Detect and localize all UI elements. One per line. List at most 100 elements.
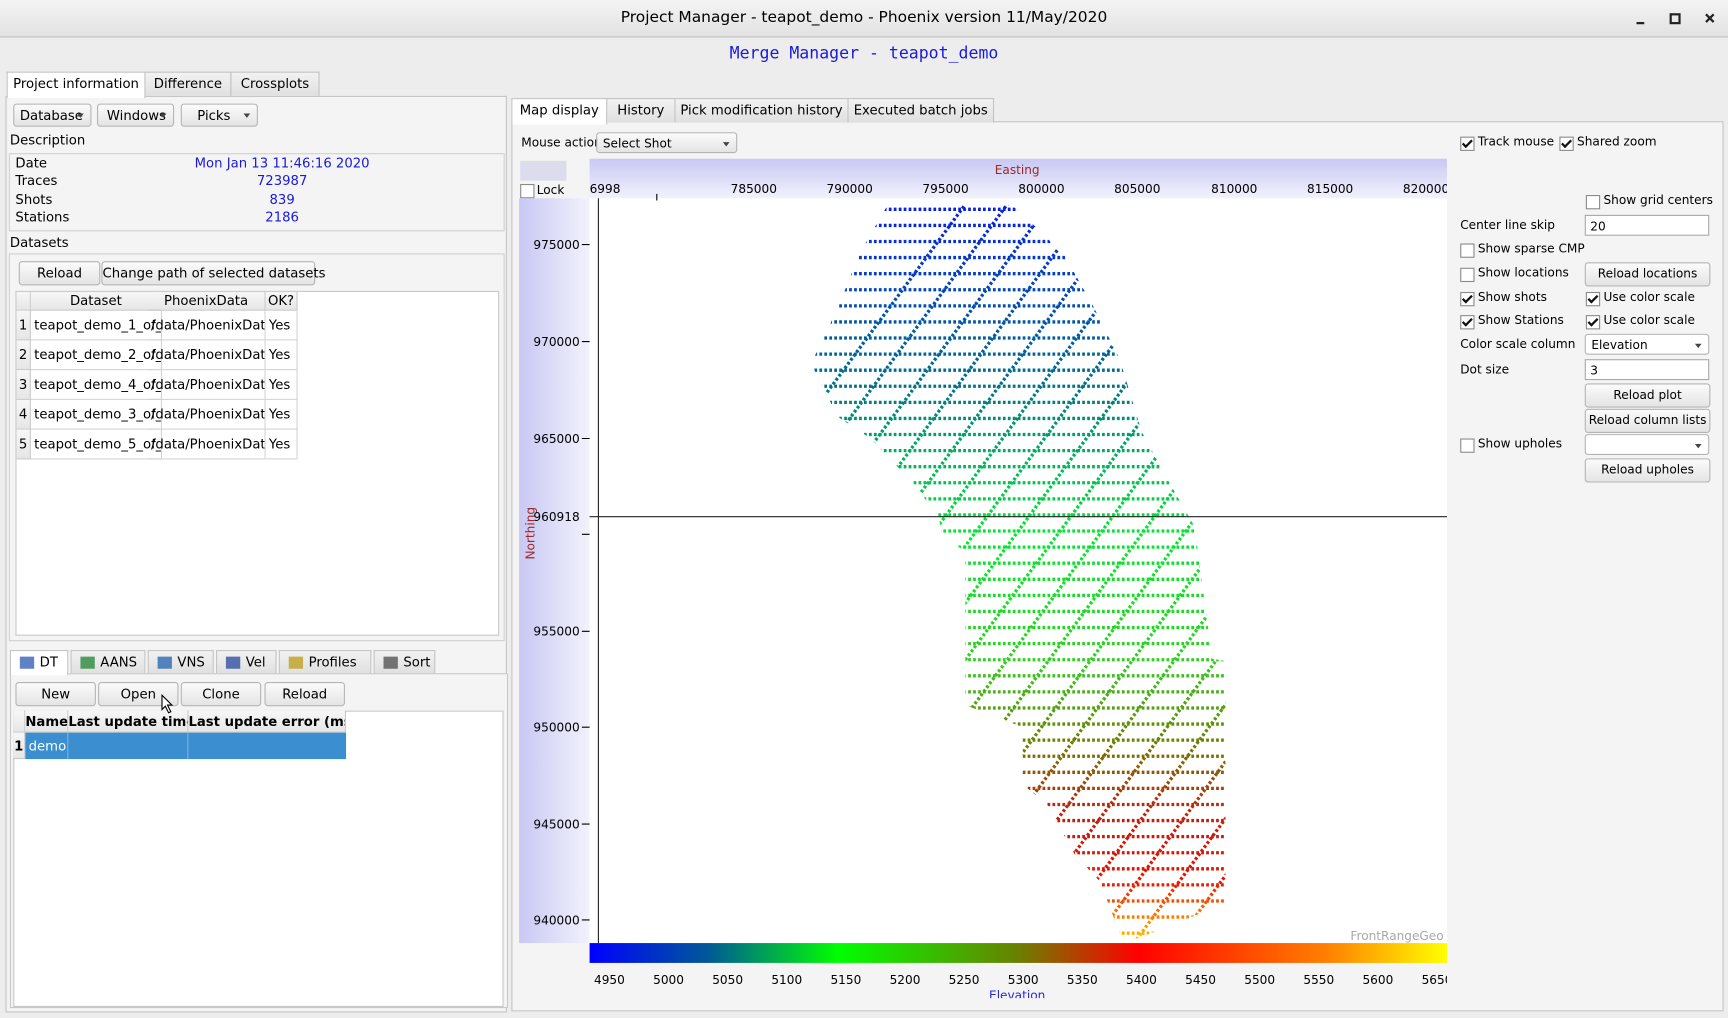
colorbar-tick-label: 5650	[1422, 973, 1447, 987]
cell[interactable]: teapot_demo_4_of_5	[30, 370, 162, 400]
checkbox[interactable]	[1585, 195, 1601, 210]
colorbar-tick-label: 5150	[830, 973, 861, 987]
label: Dot size	[1460, 362, 1510, 377]
cell[interactable]: Yes	[265, 340, 298, 371]
checkbox[interactable]	[1585, 315, 1601, 330]
label: Mouse action	[521, 135, 602, 150]
tab-icon	[157, 656, 172, 669]
window-controls[interactable]	[1629, 9, 1717, 29]
menu[interactable]: Database	[13, 103, 92, 127]
menu[interactable]: Picks	[180, 103, 258, 127]
colorbar-tick-label: 5300	[1008, 973, 1039, 987]
checkbox[interactable]	[1460, 136, 1475, 151]
input[interactable]: 20	[1584, 214, 1710, 236]
mouse-action[interactable]: Select Shot	[596, 132, 738, 154]
x-axis-label: Easting	[995, 163, 1040, 177]
tab[interactable]: Crossplots	[230, 71, 320, 96]
checkbox[interactable]	[1460, 438, 1475, 453]
desc-value: 839	[269, 191, 295, 208]
button[interactable]: Reload upholes	[1584, 458, 1711, 483]
colorbar-tick-label: 5600	[1362, 973, 1393, 987]
colorbar-tick-label: 5200	[890, 973, 921, 987]
checkbox[interactable]	[1559, 136, 1574, 151]
cell[interactable]: /data/PhoenixData	[147, 429, 266, 460]
cell[interactable]: demo	[25, 732, 69, 760]
tab[interactable]: Project information	[6, 71, 146, 99]
row-header: 1	[16, 310, 31, 341]
tab[interactable]: VNS	[147, 650, 214, 674]
tab[interactable]: DT	[9, 650, 69, 676]
cell[interactable]: teapot_demo_5_of_5	[30, 429, 162, 460]
row-header: 3	[16, 370, 31, 400]
cell[interactable]: /data/PhoenixData	[147, 340, 266, 371]
button[interactable]: Reload	[18, 261, 101, 286]
tab[interactable]: Executed batch jobs	[847, 98, 995, 123]
cell[interactable]: /data/PhoenixData	[147, 310, 266, 341]
combo[interactable]: Elevation	[1584, 333, 1710, 355]
checkbox-label: Show locations	[1477, 265, 1569, 280]
cell[interactable]: teapot_demo_2_of_5	[30, 340, 162, 371]
x-tick-label: 790000	[827, 182, 873, 196]
desc-key: Date	[15, 155, 48, 171]
cell[interactable]: Yes	[265, 429, 298, 460]
button[interactable]: Reload	[264, 681, 345, 707]
x-tick-label: 810000	[1211, 182, 1257, 196]
combo[interactable]	[1584, 434, 1710, 456]
cell[interactable]: Yes	[265, 310, 298, 341]
cell[interactable]: /data/PhoenixData	[147, 399, 266, 430]
source-line	[1045, 204, 1226, 939]
menu[interactable]: Windows	[96, 103, 175, 127]
button[interactable]: New	[15, 681, 96, 707]
colorbar-tick-label: 5250	[949, 973, 980, 987]
source-line	[811, 204, 972, 939]
tab[interactable]: Difference	[144, 71, 232, 96]
tab[interactable]: Profiles	[278, 650, 372, 674]
checkbox[interactable]	[1585, 291, 1601, 307]
checkbox[interactable]	[1460, 243, 1475, 258]
checkbox-label: Shared zoom	[1577, 134, 1657, 149]
colorbar	[589, 943, 1447, 963]
button[interactable]: Change path of selected datasets	[101, 261, 325, 286]
cell[interactable]: Yes	[265, 399, 298, 430]
y-band	[519, 198, 590, 944]
checkbox[interactable]	[1460, 291, 1475, 307]
selected-row[interactable]	[25, 732, 347, 760]
map-plot[interactable]: Easting Northing 6998 785000 790000 795000 800…	[519, 158, 1447, 999]
cell[interactable]: Yes	[265, 370, 298, 400]
x-tick-label: 795000	[922, 182, 968, 196]
cell[interactable]: teapot_demo_3_of_5	[30, 399, 162, 430]
cell[interactable]: /data/PhoenixData	[147, 370, 266, 400]
colorbar-label: Elevation	[989, 988, 1045, 998]
toolbar-icons[interactable]	[520, 160, 567, 181]
cell[interactable]: teapot_demo_1_of_5	[30, 310, 162, 341]
cell-divider	[187, 732, 189, 760]
corner	[16, 291, 31, 311]
button[interactable]: Open	[98, 681, 179, 707]
y-tick-label: 965000	[533, 432, 579, 446]
checkbox[interactable]	[520, 183, 535, 199]
x-tick-label: 6998	[590, 182, 621, 196]
button[interactable]: Clone	[180, 681, 262, 707]
button[interactable]: Reload plot	[1584, 383, 1711, 408]
tab[interactable]: Map display	[511, 98, 608, 125]
x-tick-label: 815000	[1307, 182, 1353, 196]
checkbox[interactable]	[1460, 315, 1475, 330]
dt-table	[13, 710, 504, 1007]
tab[interactable]: AANS	[70, 650, 146, 674]
checkbox[interactable]	[1460, 267, 1475, 283]
button[interactable]: Reload column lists	[1584, 408, 1711, 433]
colorbar-tick-label: 4950	[594, 973, 625, 987]
button[interactable]: Reload locations	[1584, 262, 1711, 287]
row-header: 2	[16, 340, 31, 371]
description-box	[8, 153, 505, 232]
input[interactable]: 3	[1584, 359, 1710, 381]
tab[interactable]: Vel	[215, 650, 277, 674]
title-bar	[0, 0, 1728, 38]
tab[interactable]: Sort	[373, 650, 436, 674]
y-axis-label: Northing	[523, 507, 537, 560]
y-tick-label: 950000	[533, 721, 579, 735]
row-header: 1	[13, 732, 26, 760]
tab[interactable]: Pick modification history	[674, 98, 849, 123]
tab[interactable]: History	[606, 98, 676, 123]
